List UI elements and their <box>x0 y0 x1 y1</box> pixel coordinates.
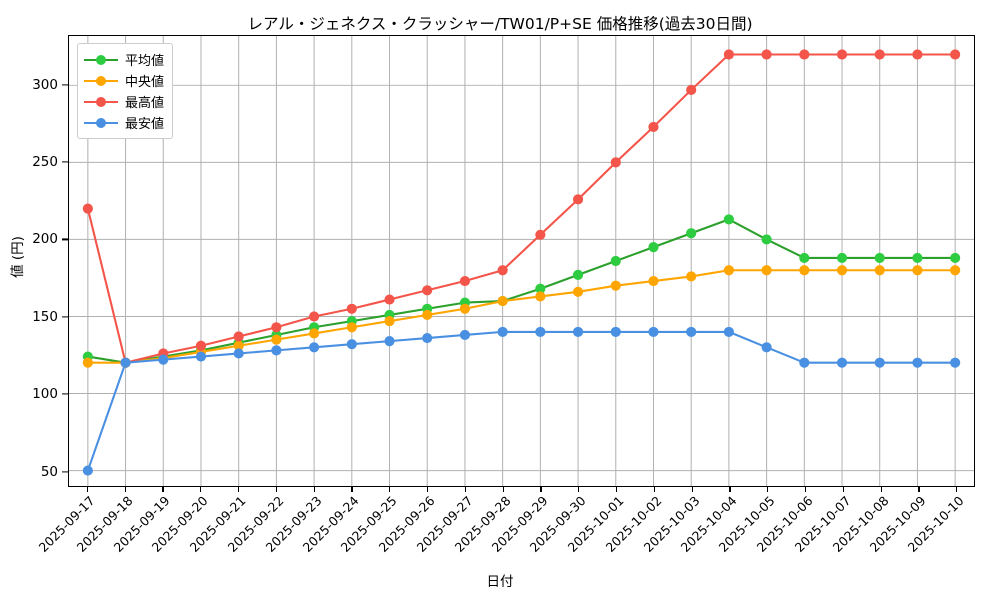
y-tick-label: 100 <box>32 386 58 403</box>
x-tick-mark <box>200 487 202 492</box>
x-tick-mark <box>804 487 807 492</box>
x-tick-mark <box>578 487 580 492</box>
x-tick-mark <box>540 487 542 492</box>
legend-item-1[interactable]: 平均値 <box>84 49 164 70</box>
x-tick-mark <box>615 487 618 492</box>
x-tick-mark <box>389 487 391 492</box>
chart-title: レアル・ジェネクス・クラッシャー/TW01/P+SE 価格推移(過去30日間) <box>247 15 753 33</box>
grid-lines <box>69 36 974 486</box>
x-tick-mark <box>86 487 89 492</box>
x-tick-mark <box>275 487 278 492</box>
x-tick-mark <box>918 487 920 492</box>
x-tick-mark <box>351 487 353 492</box>
y-tick-mark <box>62 161 68 163</box>
x-tick-mark <box>238 487 240 492</box>
y-axis-tick-labels: 50 100 150 200 250 300 <box>0 35 58 487</box>
y-tick-mark <box>62 393 68 395</box>
x-tick-mark <box>464 487 466 492</box>
y-tick-label: 150 <box>32 308 58 325</box>
y-tick-label: 300 <box>32 76 58 93</box>
x-tick-mark <box>729 487 731 492</box>
plot-area <box>68 35 975 487</box>
legend-item-4[interactable]: 最安値 <box>84 112 164 133</box>
x-tick-mark <box>691 487 693 492</box>
legend-label: 中央値 <box>125 75 165 90</box>
legend-item-3[interactable]: 最高値 <box>84 91 164 112</box>
y-tick-label: 50 <box>40 463 58 480</box>
legend-label: 最高値 <box>125 96 165 111</box>
x-tick-mark <box>956 487 958 492</box>
y-tick-mark <box>62 316 68 318</box>
legend-swatch-icon <box>84 75 118 87</box>
y-tick-label: 200 <box>32 231 58 248</box>
y-tick-mark <box>62 83 68 86</box>
y-tick-mark <box>62 470 68 473</box>
y-tick-mark <box>62 238 68 240</box>
x-tick-mark <box>842 487 844 492</box>
x-tick-mark <box>767 487 769 492</box>
x-axis-label: 日付 <box>486 574 514 590</box>
x-axis-tick-marks <box>68 487 975 495</box>
legend-label: 最安値 <box>125 117 165 132</box>
legend-item-2[interactable]: 中央値 <box>84 70 164 91</box>
legend-label: 平均値 <box>125 54 165 69</box>
x-tick-mark <box>880 487 882 492</box>
x-tick-mark <box>653 487 655 492</box>
x-tick-mark <box>313 487 315 492</box>
series-lines <box>82 49 961 476</box>
y-axis-tick-marks <box>0 35 68 487</box>
legend-swatch-icon <box>84 117 118 129</box>
x-tick-mark <box>124 487 126 492</box>
x-axis-tick-labels: 2025-09-17 2025-09-18 2025-09-19 2025-09-20… <box>36 493 975 573</box>
y-tick-label: 250 <box>32 153 58 170</box>
legend-swatch-icon <box>84 54 118 66</box>
x-tick-mark <box>162 487 164 492</box>
x-tick-mark <box>427 487 429 492</box>
chart-legend: 平均値中央値最高値最安値 <box>77 43 174 139</box>
legend-swatch-icon <box>84 96 118 108</box>
x-tick-mark <box>502 487 504 492</box>
